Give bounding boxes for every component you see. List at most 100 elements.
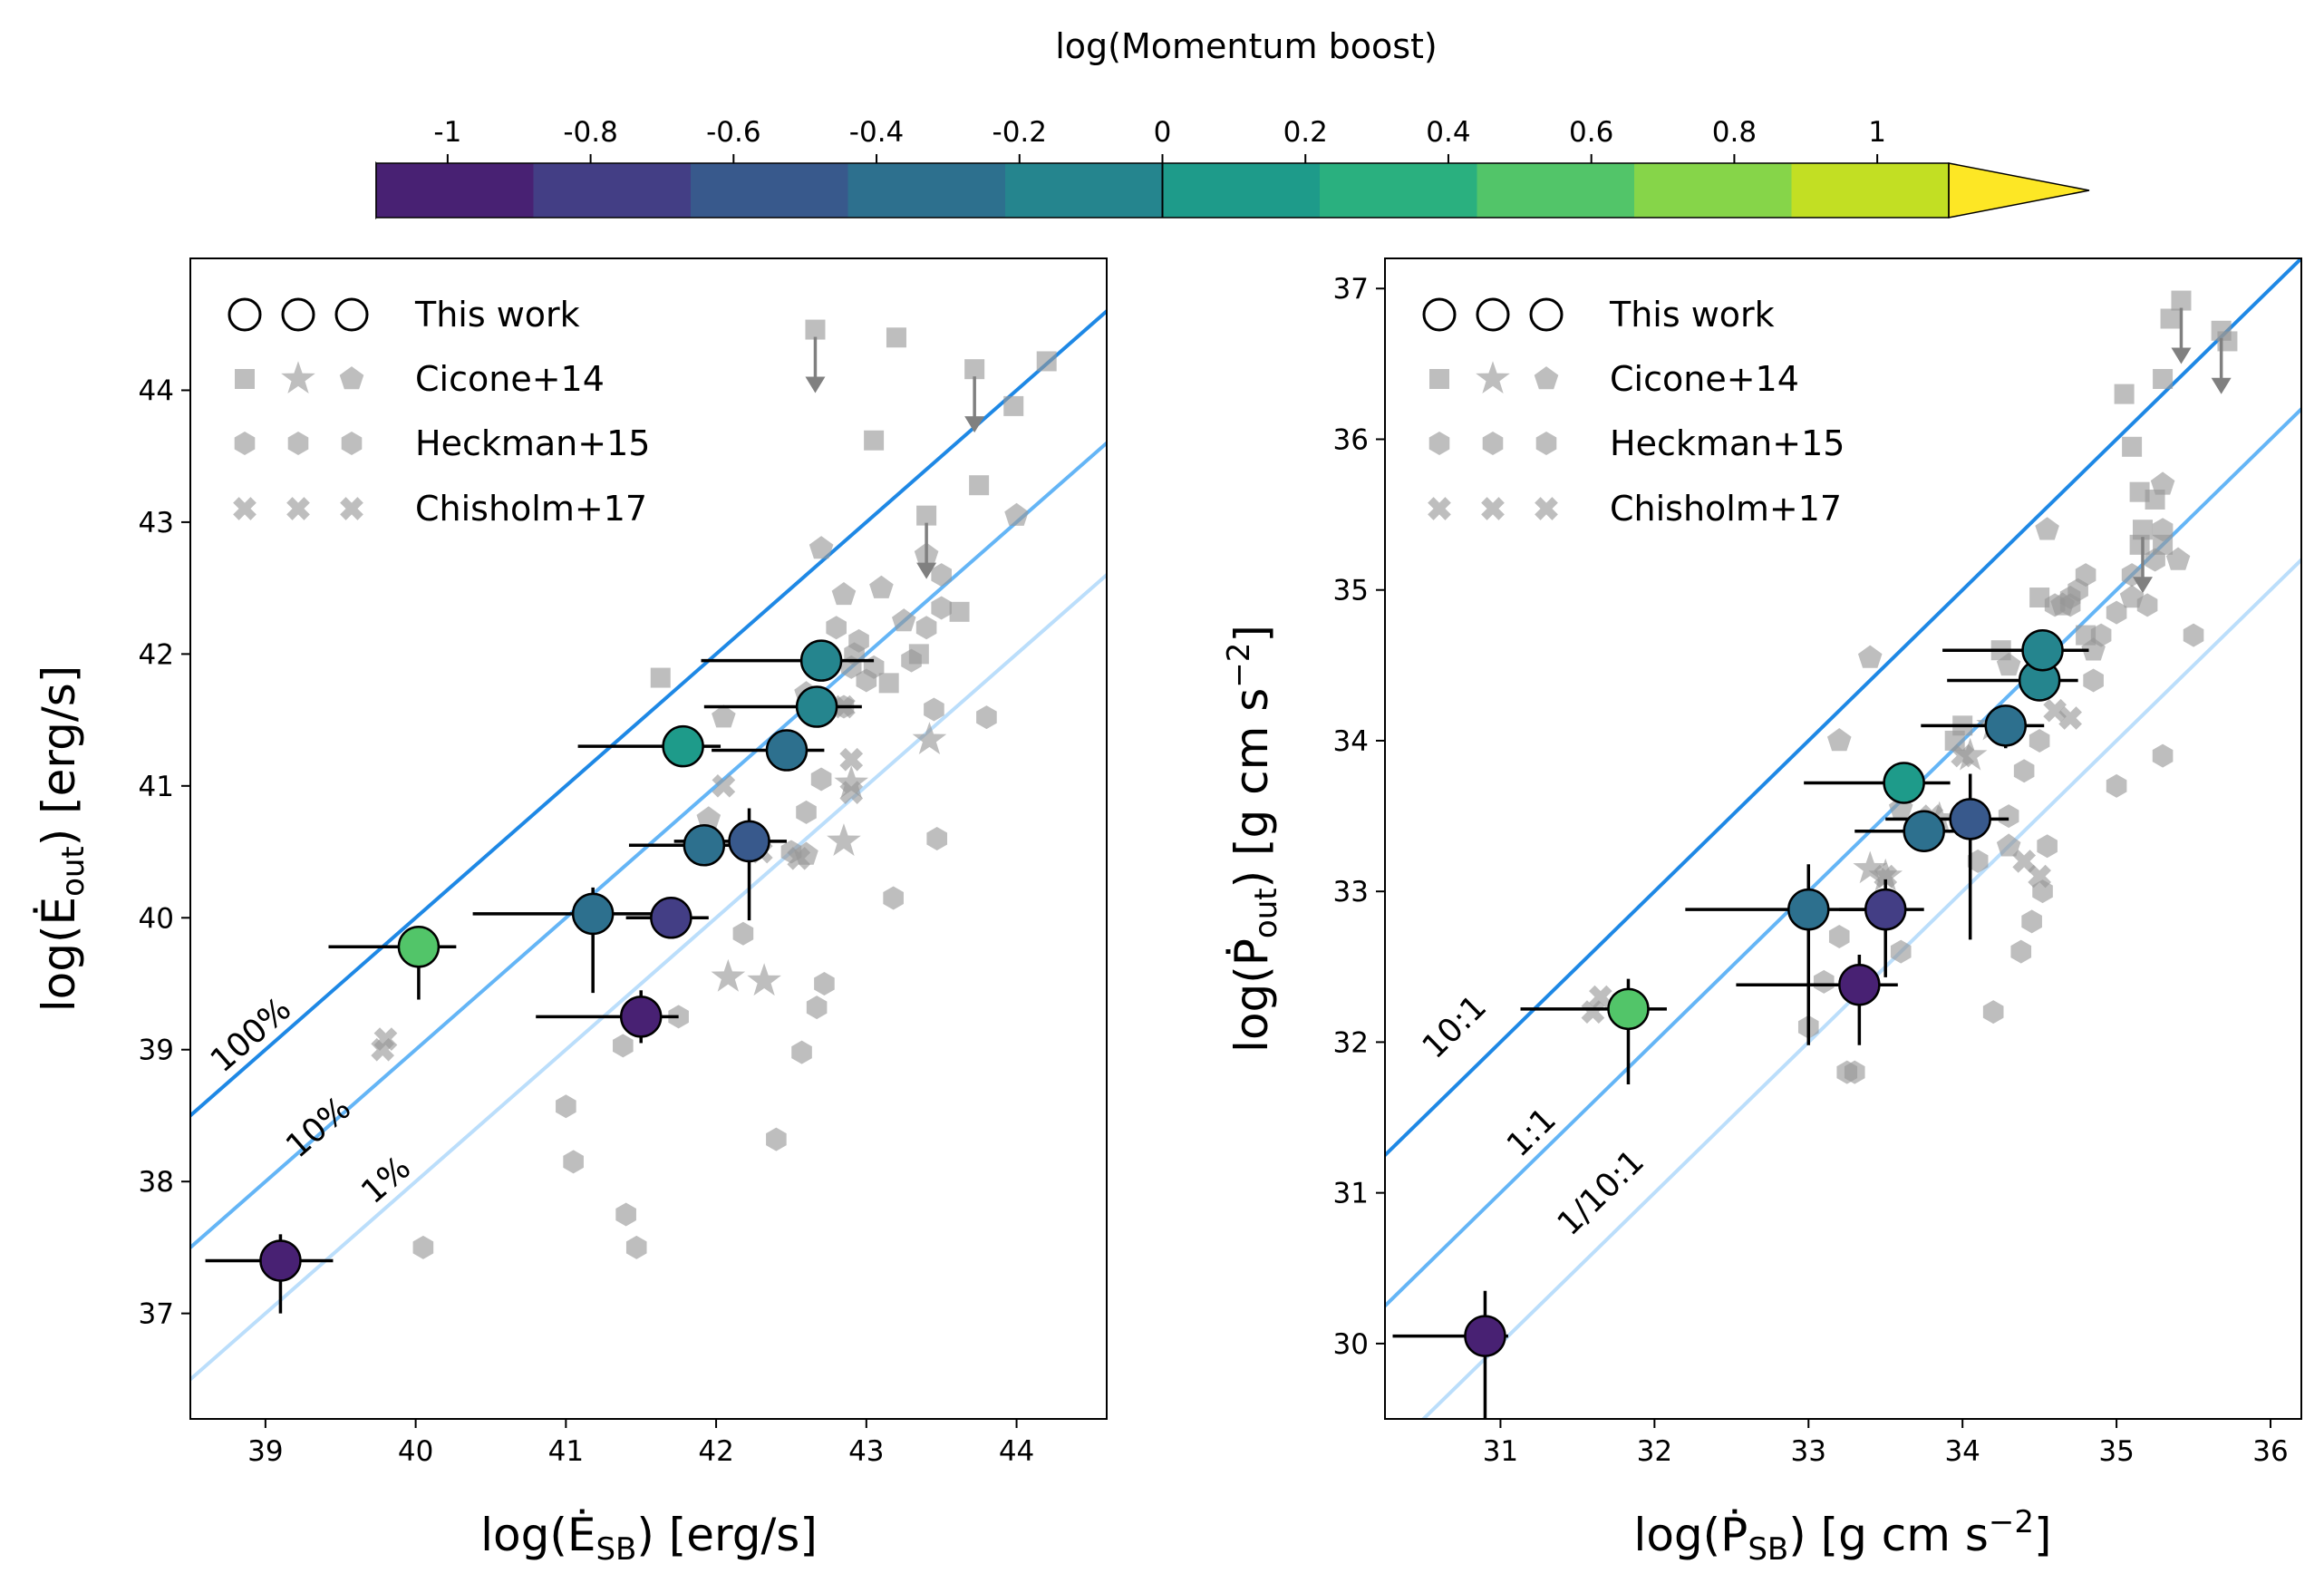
right-cicone14-pentagon — [1857, 645, 1883, 668]
right-heckman15-point — [2010, 939, 2032, 964]
left-heckman15-point — [915, 616, 937, 640]
right-y-tick-label: 35 — [1333, 575, 1369, 607]
left-cicone14-upper-limit — [916, 505, 937, 526]
colorbar-segment — [1477, 163, 1635, 218]
left-reference-line-label: 1% — [354, 1150, 418, 1211]
left-heckman15-point — [796, 800, 817, 824]
left-legend-cicone14-square — [235, 369, 255, 389]
colorbar-segment — [1005, 163, 1163, 218]
left-legend: This work Cicone+14 Heckman+15 Chisholm+17 — [228, 295, 650, 529]
left-cicone14-pentagon — [869, 575, 894, 598]
left-legend-this-work-marker — [334, 297, 369, 332]
left-legend-chisholm17-marker — [340, 497, 363, 520]
left-heckman15-point — [556, 1094, 576, 1119]
colorbar: log(Momentum boost) -1 -0.8 -0.6 -0.4 -0.2 0 0… — [375, 26, 2090, 220]
left-heckman15-point — [766, 1127, 787, 1151]
left-legend-label: Heckman+15 — [415, 423, 650, 463]
right-cicone14-square — [1944, 730, 1965, 751]
right-reference-line — [1385, 258, 2301, 1158]
left-legend-heckman15-marker — [234, 432, 256, 455]
right-cicone14-pentagon — [2035, 517, 2059, 540]
left-upper-limit-arrowhead — [916, 562, 937, 579]
left-y-tick-label: 40 — [139, 902, 174, 935]
left-this-work-point — [728, 820, 770, 863]
left-this-work-point — [795, 685, 838, 728]
right-this-work-point — [1864, 888, 1907, 931]
right-this-work-point — [1984, 704, 2028, 747]
left-heckman15-point — [625, 1235, 647, 1259]
panel-left: 100%10%1% 39 40 41 42 43 44 37 38 39 40 41 42 43 44 l… — [33, 257, 1108, 1568]
right-heckman15-point — [2013, 759, 2035, 783]
right-legend-cicone14-pentagon — [1534, 366, 1559, 390]
left-y-tick-label: 38 — [139, 1166, 174, 1199]
left-y-tick-label: 39 — [139, 1034, 174, 1067]
right-cicone14-square — [2114, 384, 2135, 404]
colorbar-segment — [533, 163, 692, 218]
right-cicone14-square — [2029, 588, 2050, 608]
right-axes-ticks: 31 32 33 34 35 36 30 31 32 33 34 35 36 37 — [1333, 273, 2289, 1468]
colorbar-segment — [1320, 163, 1477, 218]
left-this-work-point — [799, 639, 843, 682]
right-heckman15-point — [1998, 804, 2019, 829]
left-this-work-point — [259, 1239, 302, 1282]
left-x-axis-label: log(ĖSB) [erg/s] — [480, 1509, 818, 1568]
right-y-tick-label: 31 — [1333, 1178, 1369, 1210]
right-heckman15-point — [2083, 668, 2104, 693]
right-reference-line-label: 1:1 — [1500, 1101, 1564, 1164]
left-heckman15-point — [883, 886, 904, 910]
left-heckman15-point — [613, 1034, 634, 1058]
left-heckman15-point — [615, 1202, 636, 1227]
right-axes-frame — [1384, 257, 2302, 1420]
right-legend-label: Chisholm+17 — [1610, 489, 1842, 529]
colorbar-segment — [847, 163, 1006, 218]
left-heckman15-point — [814, 972, 835, 996]
colorbar-tick-label: -0.4 — [849, 116, 905, 149]
right-x-tick-label: 34 — [1944, 1435, 1980, 1468]
colorbar-tick-label: 0.4 — [1426, 116, 1470, 149]
right-this-work-point — [1607, 987, 1650, 1031]
left-y-tick-label: 44 — [139, 374, 174, 407]
left-cicone14-square — [1003, 395, 1024, 416]
colorbar-segments — [375, 160, 2090, 220]
right-upper-limit-arrowhead — [2211, 377, 2232, 394]
colorbar-segment — [1791, 163, 1950, 218]
right-heckman15-point — [2037, 834, 2058, 859]
left-heckman15-point — [931, 596, 952, 620]
right-x-axis-label: log(ṖSB) [g cm s−2] — [1633, 1504, 2051, 1568]
left-x-tick-label: 43 — [848, 1435, 884, 1468]
left-upper-limit-arrowhead — [964, 416, 985, 433]
left-axes-frame — [189, 257, 1108, 1420]
left-y-tick-label: 41 — [139, 771, 174, 803]
right-legend-label: Cicone+14 — [1610, 359, 1799, 399]
left-legend-label: Cicone+14 — [415, 359, 605, 399]
left-reference-line — [190, 308, 1107, 1119]
left-legend-heckman15-marker — [341, 432, 363, 455]
right-x-tick-label: 35 — [2098, 1435, 2134, 1468]
right-legend-heckman15-marker — [1535, 432, 1557, 455]
left-heckman15-point — [826, 616, 847, 640]
left-heckman15-point — [976, 705, 997, 730]
right-cicone14-square — [2160, 308, 2181, 329]
right-reference-line-label: 1/10:1 — [1551, 1143, 1652, 1243]
right-reference-line — [1385, 406, 2301, 1309]
right-y-tick-label: 36 — [1333, 423, 1369, 456]
right-legend-heckman15-marker — [1428, 432, 1450, 455]
left-x-tick-label: 39 — [247, 1435, 283, 1468]
right-y-tick-label: 32 — [1333, 1026, 1369, 1059]
colorbar-segment — [376, 163, 534, 218]
colorbar-tick-label: -0.2 — [993, 116, 1048, 149]
left-this-work-point — [765, 729, 809, 772]
left-cicone14-square — [864, 430, 885, 451]
left-reference-line — [190, 572, 1107, 1383]
left-this-work-point — [662, 724, 704, 768]
right-legend-cicone14-square — [1429, 369, 1449, 389]
left-this-work-point — [571, 892, 615, 936]
left-upper-limit-arrowhead — [805, 376, 826, 393]
colorbar-segment — [1634, 163, 1792, 218]
left-cicone14-square — [878, 673, 899, 694]
right-this-work-point — [1464, 1315, 1506, 1357]
right-legend-this-work-marker — [1476, 297, 1510, 332]
left-this-work-point — [683, 824, 726, 867]
left-heckman15-point — [926, 827, 948, 850]
